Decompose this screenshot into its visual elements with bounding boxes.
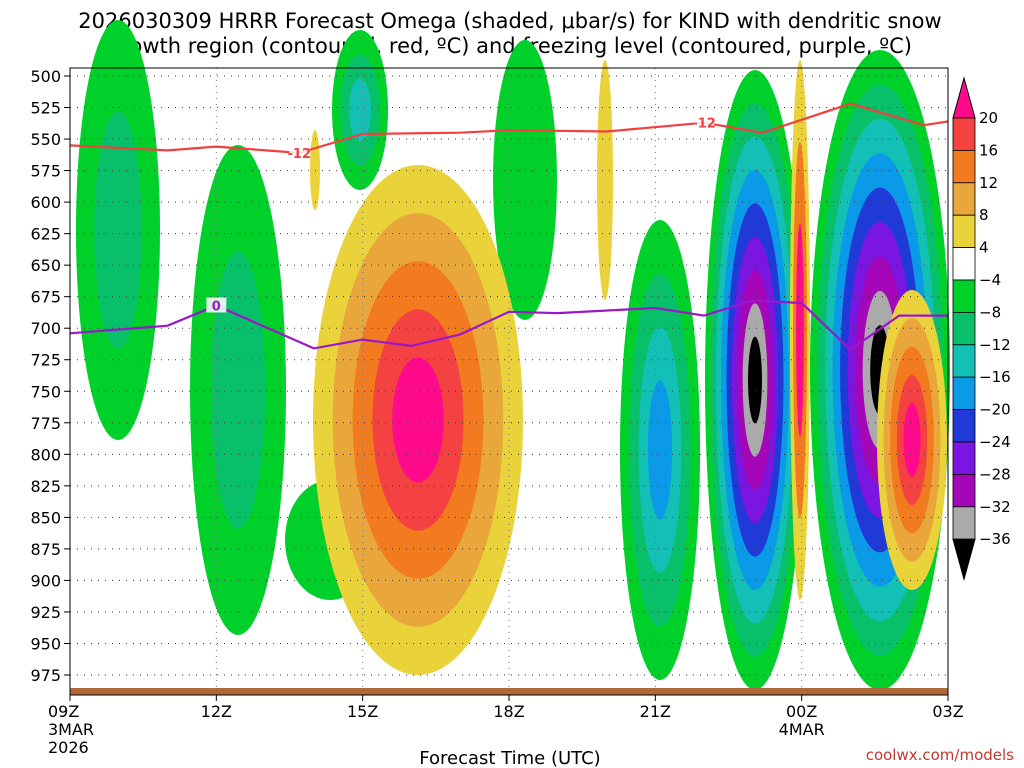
colorbar-label-13: −36 bbox=[979, 530, 1011, 548]
colorbar-box-4 bbox=[952, 214, 976, 248]
freezing-level-contour-label-bg-0 bbox=[206, 297, 227, 313]
y-tick-label-550: 550 bbox=[30, 130, 61, 149]
y-tick-label-600: 600 bbox=[30, 193, 61, 212]
y-tick-label-775: 775 bbox=[30, 414, 61, 433]
omega-area-tiny bbox=[310, 130, 320, 210]
colorbar-label-8: −16 bbox=[979, 368, 1011, 386]
omega-area-21z bbox=[620, 220, 700, 680]
y-tick-label-575: 575 bbox=[30, 162, 61, 181]
colorbar-box-12 bbox=[952, 473, 976, 508]
colorbar-top-triangle bbox=[952, 76, 976, 119]
x-tick-sublabel-09Z: 3MAR bbox=[48, 720, 94, 739]
colorbar-label-7: −12 bbox=[979, 336, 1011, 354]
colorbar-box-3 bbox=[952, 182, 976, 216]
colorbar-label-0: 20 bbox=[979, 109, 998, 127]
x-tick-label-21Z: 21Z bbox=[640, 702, 671, 721]
y-tick-label-500: 500 bbox=[30, 67, 61, 86]
x-tick-sublabel-00Z: 4MAR bbox=[779, 720, 825, 739]
y-axis: 500 525 550 575 600 625 650 675 700 725 750 775 800 8… bbox=[30, 67, 70, 685]
y-tick-label-975: 975 bbox=[30, 666, 61, 685]
colorbar-box-5 bbox=[952, 247, 976, 281]
colorbar-label-11: −28 bbox=[979, 465, 1011, 483]
x-tick-label-09Z: 09Z bbox=[48, 702, 79, 721]
plot-area: -12 -12 0 bbox=[69, 20, 950, 696]
y-tick-label-875: 875 bbox=[30, 540, 61, 559]
y-tick-label-850: 850 bbox=[30, 508, 61, 527]
omega-area-sinking-narrow bbox=[790, 60, 810, 600]
x-tick-label-00Z: 00Z bbox=[786, 702, 817, 721]
y-tick-label-625: 625 bbox=[30, 225, 61, 244]
colorbar-label-5: −4 bbox=[979, 271, 1001, 289]
colorbar-box-2 bbox=[952, 149, 976, 184]
colorbar-box-9 bbox=[952, 376, 976, 411]
y-tick-label-650: 650 bbox=[30, 256, 61, 275]
dgz-contour-label-bg-1 bbox=[694, 114, 715, 130]
colorbar-label-2: 12 bbox=[979, 174, 998, 192]
y-tick-label-800: 800 bbox=[30, 445, 61, 464]
colorbar-bottom-triangle bbox=[952, 538, 976, 582]
omega-area-sinking bbox=[313, 165, 523, 675]
omega-area-core1 bbox=[705, 70, 805, 690]
x-tick-label-15Z: 15Z bbox=[347, 702, 378, 721]
colorbar-label-9: −20 bbox=[979, 401, 1011, 419]
colorbar-label-4: 4 bbox=[979, 239, 989, 257]
y-tick-label-950: 950 bbox=[30, 634, 61, 653]
colorbar-box-6 bbox=[952, 279, 976, 313]
freezing-level-contour bbox=[69, 299, 948, 352]
y-tick-label-900: 900 bbox=[30, 571, 61, 590]
colorbar-label-12: −32 bbox=[979, 498, 1011, 516]
dgz-contour-label-1: -12 bbox=[692, 117, 716, 132]
x-tick-label-12Z: 12Z bbox=[201, 702, 232, 721]
colorbar: 20 16 12 8 4 −4 −8 −12 −16 −20 −24 −28 −32 −36 bbox=[952, 76, 1011, 582]
omega-area-upper bbox=[332, 30, 388, 190]
y-tick-label-925: 925 bbox=[30, 603, 61, 622]
chart-title-line1: 2026030309 HRRR Forecast Omega (shaded, … bbox=[78, 9, 941, 33]
ground-strip bbox=[70, 688, 948, 695]
colorbar-box-13 bbox=[952, 506, 976, 540]
y-tick-label-750: 750 bbox=[30, 382, 61, 401]
colorbar-label-3: 8 bbox=[979, 206, 989, 224]
y-tick-label-675: 675 bbox=[30, 288, 61, 307]
colorbar-box-7 bbox=[952, 311, 976, 346]
x-tick-label-03Z: 03Z bbox=[932, 702, 963, 721]
dgz-contour bbox=[69, 102, 949, 155]
colorbar-box-1 bbox=[952, 117, 976, 151]
x-tick-label-18Z: 18Z bbox=[493, 702, 524, 721]
dgz-contour-label-bg-0 bbox=[289, 144, 310, 160]
x-tick-year-09Z: 2026 bbox=[48, 738, 89, 757]
y-tick-label-725: 725 bbox=[30, 351, 61, 370]
omega-area-weak bbox=[597, 60, 613, 300]
x-axis-label: Forecast Time (UTC) bbox=[419, 748, 600, 768]
y-tick-label-700: 700 bbox=[30, 319, 61, 338]
colorbar-box-8 bbox=[952, 344, 976, 378]
freezing-level-contour-label-0: 0 bbox=[212, 300, 221, 315]
dgz-contour-label-0: -12 bbox=[288, 147, 312, 162]
omega-area-sinking-east bbox=[877, 290, 947, 590]
colorbar-box-11 bbox=[952, 441, 976, 475]
omega-area-midwest bbox=[190, 145, 286, 635]
colorbar-label-1: 16 bbox=[979, 141, 998, 159]
chart-title-line2: growth region (contoured, red, ºC) and f… bbox=[108, 34, 912, 58]
y-tick-label-525: 525 bbox=[30, 99, 61, 118]
colorbar-box-10 bbox=[952, 409, 976, 443]
colorbar-label-6: −8 bbox=[979, 303, 1001, 321]
credit-text: coolwx.com/models bbox=[866, 746, 1014, 764]
colorbar-label-10: −24 bbox=[979, 433, 1011, 451]
omega-area-west bbox=[76, 20, 160, 440]
y-tick-label-825: 825 bbox=[30, 477, 61, 496]
